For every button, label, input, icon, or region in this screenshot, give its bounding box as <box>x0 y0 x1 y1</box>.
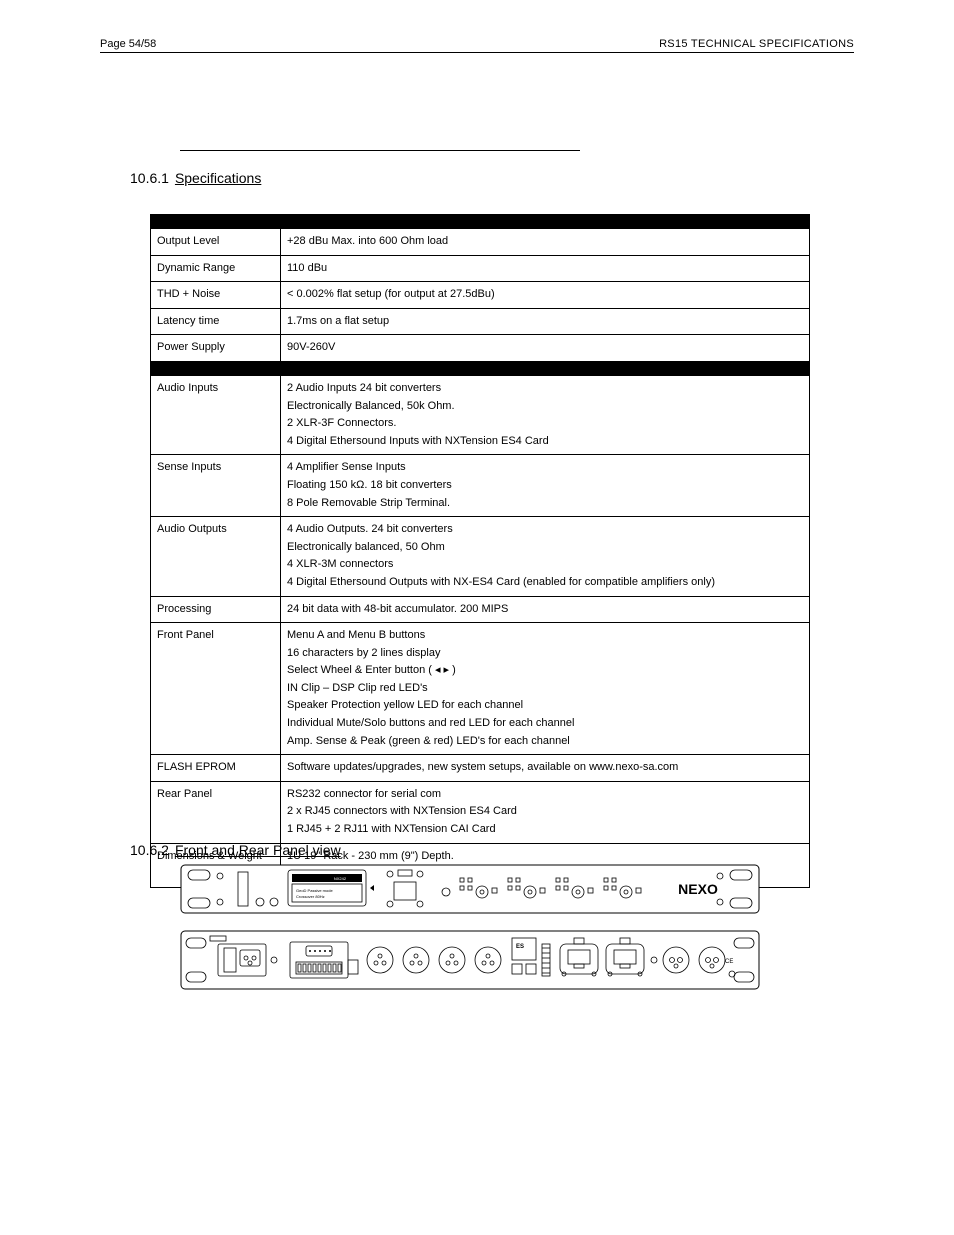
spec-value: 24 bit data with 48-bit accumulator. 200… <box>281 596 810 623</box>
svg-text:ES: ES <box>516 944 524 950</box>
front-panel-diagram: NX242 GeoD Passive modeCrossover 80Hz NEXO <box>180 864 760 914</box>
spec-label: Rear Panel <box>151 781 281 843</box>
specifications-table: Output Level+28 dBu Max. into 600 Ohm lo… <box>150 214 810 888</box>
spec-value: Software updates/upgrades, new system se… <box>281 755 810 782</box>
spec-label: Audio Inputs <box>151 375 281 454</box>
section-heading-specifications: 10.6.1 Specifications <box>130 170 261 186</box>
spec-value: +28 dBu Max. into 600 Ohm load <box>281 229 810 256</box>
section-heading-panel-view: 10.6.2 Front and Rear Panel view <box>130 842 341 858</box>
spec-label: Front Panel <box>151 623 281 755</box>
spec-value: Menu A and Menu B buttons16 characters b… <box>281 623 810 755</box>
spec-value: < 0.002% flat setup (for output at 27.5d… <box>281 282 810 309</box>
svg-text:Crossover 80Hz: Crossover 80Hz <box>296 894 325 899</box>
spec-value: 2 Audio Inputs 24 bit convertersElectron… <box>281 375 810 454</box>
spec-label: FLASH EPROM <box>151 755 281 782</box>
header-title: RS15 TECHNICAL SPECIFICATIONS <box>659 38 854 50</box>
section-title-text: Specifications <box>175 170 261 186</box>
spec-label: Output Level <box>151 229 281 256</box>
section-number: 10.6.1 <box>130 170 169 186</box>
page-number: Page 54/58 <box>100 38 156 50</box>
svg-text:NEXO: NEXO <box>678 881 718 897</box>
section-number: 10.6.2 <box>130 842 169 858</box>
rear-panel-diagram: ES CE <box>180 930 760 990</box>
spec-value: 90V-260V <box>281 335 810 362</box>
svg-text:CE: CE <box>725 959 733 965</box>
spec-label: Power Supply <box>151 335 281 362</box>
spec-label: Dynamic Range <box>151 255 281 282</box>
svg-text:NX242: NX242 <box>334 876 347 881</box>
spec-label: Sense Inputs <box>151 455 281 517</box>
section-title-text: Front and Rear Panel view <box>175 842 341 858</box>
divider-line <box>180 150 580 151</box>
svg-text:GeoD Passive mode: GeoD Passive mode <box>296 888 333 893</box>
page-header: Page 54/58 RS15 TECHNICAL SPECIFICATIONS <box>100 38 854 53</box>
spec-label: Latency time <box>151 308 281 335</box>
spec-value: 110 dBu <box>281 255 810 282</box>
spec-value: 4 Audio Outputs. 24 bit convertersElectr… <box>281 517 810 596</box>
spec-label: THD + Noise <box>151 282 281 309</box>
spec-label: Audio Outputs <box>151 517 281 596</box>
spec-value: 4 Amplifier Sense InputsFloating 150 kΩ.… <box>281 455 810 517</box>
spec-value: 1.7ms on a flat setup <box>281 308 810 335</box>
spec-label: Processing <box>151 596 281 623</box>
spec-value: RS232 connector for serial com2 x RJ45 c… <box>281 781 810 843</box>
